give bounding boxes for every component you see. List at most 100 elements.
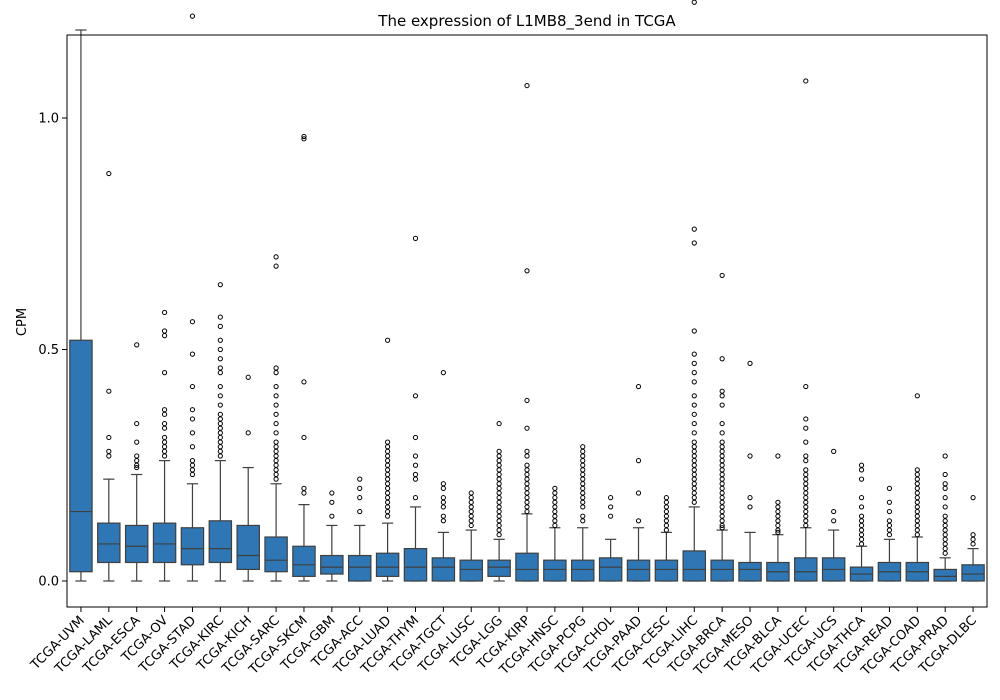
outlier-point [273,467,279,473]
outlier-point [942,513,948,519]
outlier-point [691,485,697,491]
outlier-point [691,360,697,366]
outlier-point [803,518,809,524]
outlier-point [914,481,920,487]
outlier-point [914,495,920,501]
outlier-point [775,518,781,524]
outlier-point [970,541,976,547]
outlier-point [803,78,809,84]
box-group-tcga-skcm [292,133,316,582]
outlier-point [942,481,948,487]
box-iqr [933,568,957,582]
outlier-point [134,439,140,445]
outlier-point [663,522,669,529]
outlier-point [189,416,196,422]
outlier-point [524,499,530,505]
box-iqr [180,527,205,566]
outlier-point [496,462,502,468]
outlier-point [106,453,112,459]
box-iqr [264,536,288,573]
outlier-point [273,430,279,436]
outlier-point [691,444,697,450]
outlier-point [942,471,948,478]
outlier-point [440,370,446,376]
outlier-point [189,351,196,357]
outlier-point [524,462,530,468]
outlier-point [775,499,781,505]
outlier-point [385,513,391,519]
box-group-tcga-hnsc [543,485,567,582]
outlier-point [691,499,697,505]
outlier-point [524,82,530,89]
outlier-point [970,495,976,501]
outlier-point [496,476,502,482]
box-iqr [738,561,762,582]
outlier-point [134,420,140,427]
outlier-point [217,356,223,362]
outlier-point [301,490,307,496]
outlier-point [412,471,419,478]
outlier-point [217,439,223,445]
outlier-point [719,420,725,427]
outlier-point [747,453,753,459]
outlier-point [524,504,530,510]
outlier-point [914,518,920,524]
outlier-point [691,379,697,385]
outlier-point [385,467,391,473]
outlier-point [942,532,948,538]
outlier-point [719,471,725,478]
outlier-point [719,508,725,515]
outlier-point [217,383,223,390]
outlier-point [134,458,140,464]
box-group-tcga-ucec [794,78,818,582]
outlier-point [719,513,725,519]
outlier-point [161,434,168,441]
outlier-point [942,536,948,542]
box-iqr [571,559,595,582]
outlier-point [663,495,669,501]
outlier-point [496,481,502,487]
outlier-point [468,513,474,519]
outlier-point [217,323,223,329]
outlier-point [691,471,697,478]
outlier-point [942,545,948,552]
outlier-point [858,462,865,468]
outlier-point [803,508,809,515]
outlier-point [803,490,809,496]
box-group-tcga-gbm [320,490,344,582]
box-group-tcga-ov [152,309,177,582]
outlier-point [134,453,140,459]
outlier-point [217,434,223,441]
outlier-point [858,467,865,473]
outlier-point [970,532,976,538]
outlier-point [858,513,865,519]
outlier-point [831,508,837,515]
outlier-point [217,444,223,450]
box-group-tcga-kich [236,374,260,582]
outlier-point [691,467,697,473]
outlier-point [189,430,196,436]
outlier-point [412,393,419,399]
outlier-point [858,532,865,538]
outlier-point [775,504,781,510]
outlier-point [719,525,725,531]
outlier-point [803,522,809,529]
y-tick-label: 0.0 [38,575,59,590]
outlier-point [524,495,530,501]
outlier-point [273,476,279,482]
outlier-point [273,420,279,427]
box-group-tcga-acc [347,476,372,582]
outlier-point [357,485,363,491]
outlier-point [803,425,809,431]
box-group-tcga-brca [710,272,734,582]
outlier-point [217,393,223,399]
outlier-point [580,499,586,505]
outlier-point [942,522,948,529]
outlier-point [189,471,196,478]
outlier-point [580,481,586,487]
outlier-point [803,513,809,519]
box-iqr [403,547,428,582]
box-iqr [320,554,344,575]
outlier-point [357,476,363,482]
outlier-point [106,170,112,177]
